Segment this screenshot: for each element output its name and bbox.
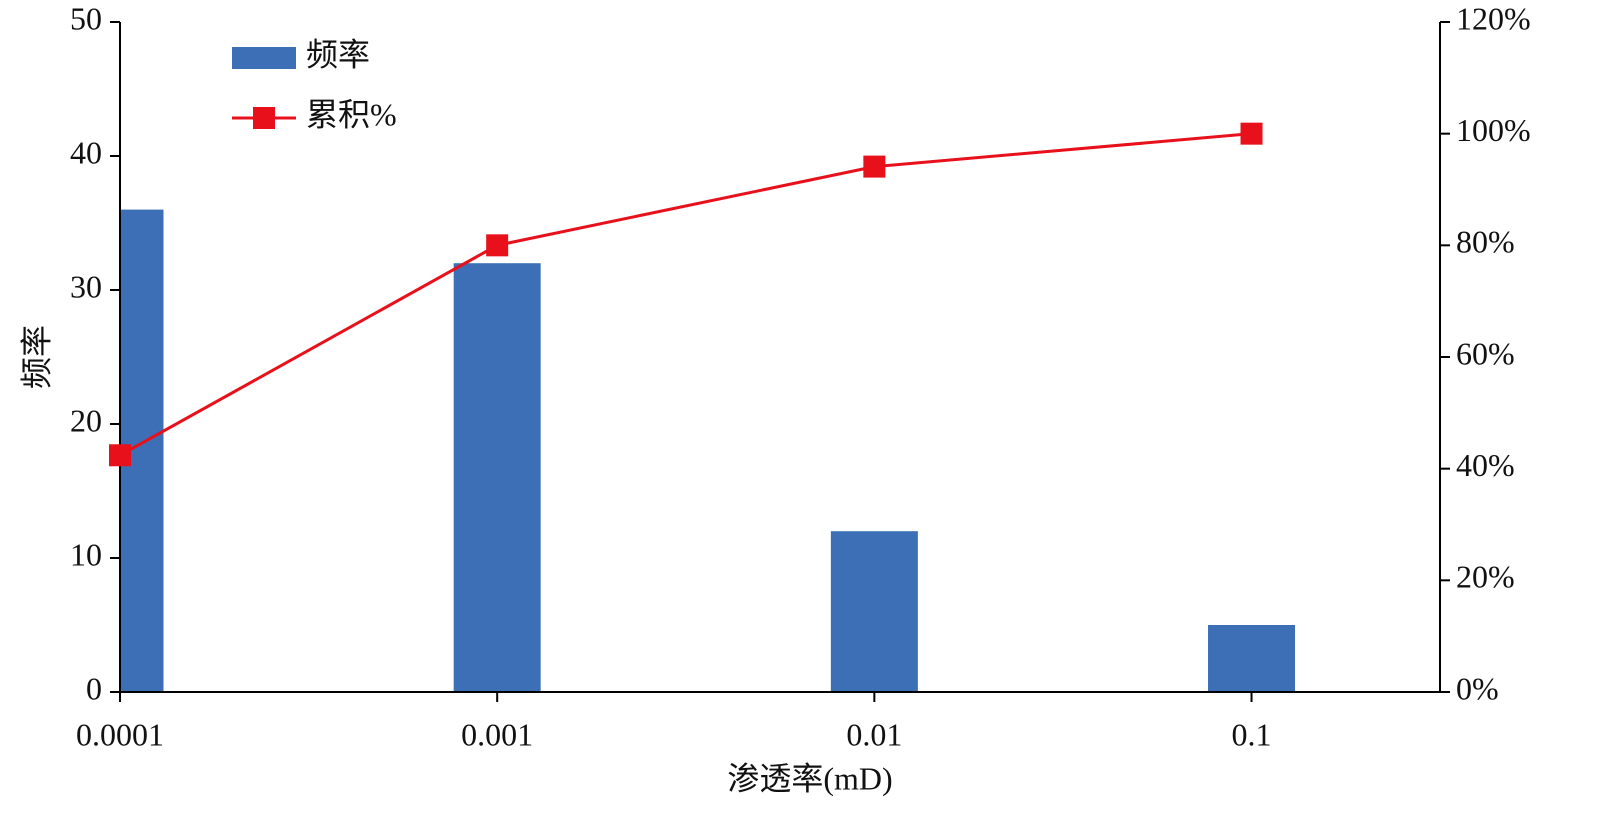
- x-tick-label: 0.0001: [76, 716, 164, 752]
- line-marker: [863, 155, 886, 178]
- y2-tick-label: 0%: [1456, 670, 1499, 706]
- y-tick-label: 20: [70, 402, 102, 438]
- plot-area: [120, 209, 1296, 692]
- y-tick-label: 10: [70, 536, 102, 572]
- y2-tick-label: 80%: [1456, 224, 1515, 260]
- y-axis-title: 频率: [18, 325, 54, 389]
- y-tick-label: 30: [70, 268, 102, 304]
- legend-swatch: [232, 47, 296, 69]
- y-tick-label: 50: [70, 0, 102, 36]
- bar: [453, 263, 541, 692]
- bar: [1208, 625, 1296, 692]
- y2-tick-label: 40%: [1456, 447, 1515, 483]
- legend-label: 累积%: [306, 96, 397, 132]
- legend-label: 频率: [306, 36, 370, 72]
- bar: [830, 531, 918, 692]
- y2-tick-label: 20%: [1456, 559, 1515, 595]
- line: [119, 132, 1252, 457]
- legend-swatch: [253, 107, 275, 129]
- y-tick-label: 0: [86, 670, 102, 706]
- line-marker: [1240, 122, 1263, 145]
- x-tick-label: 0.01: [846, 716, 902, 752]
- y2-tick-label: 60%: [1456, 335, 1515, 371]
- line-marker: [109, 444, 131, 467]
- y-tick-label: 40: [70, 134, 102, 170]
- x-axis-title: 渗透率(mD): [727, 760, 892, 796]
- x-tick-label: 0.1: [1232, 716, 1272, 752]
- y2-tick-label: 100%: [1456, 112, 1531, 148]
- line-marker: [486, 234, 509, 257]
- x-tick-label: 0.001: [461, 716, 533, 752]
- y2-tick-label: 120%: [1456, 0, 1531, 36]
